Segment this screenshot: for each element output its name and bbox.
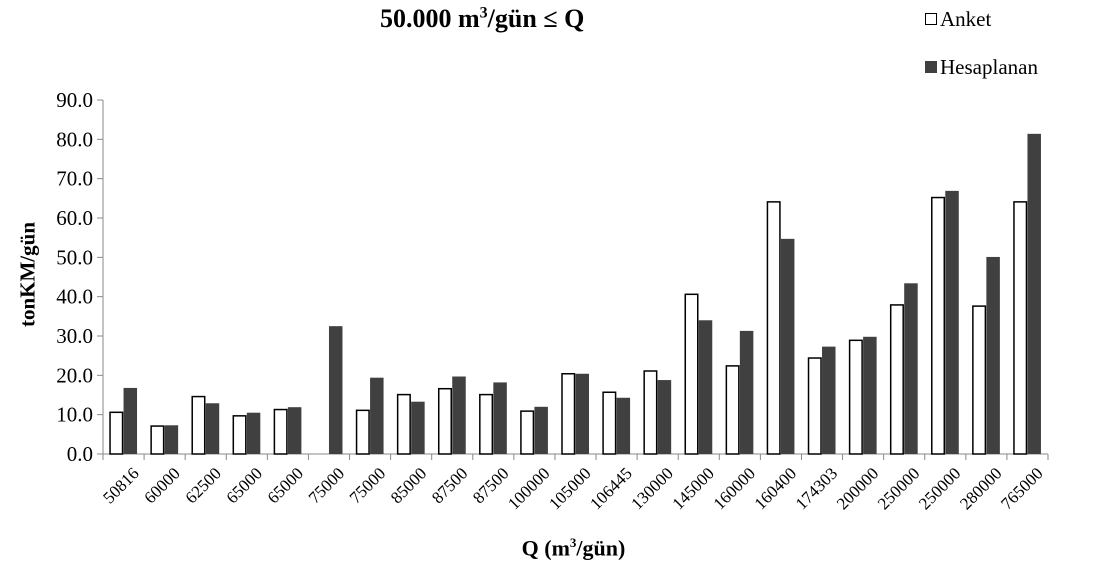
bar-hesaplanan xyxy=(698,320,713,454)
legend-swatch-hesaplanan xyxy=(925,61,937,73)
bar-hesaplanan xyxy=(945,190,959,455)
x-tick-label: 250000 xyxy=(915,464,964,513)
x-axis-label: Q (m3/gün) xyxy=(521,535,626,561)
x-tick-label: 106445 xyxy=(586,464,635,513)
bar-anket xyxy=(437,387,452,455)
bar-anket xyxy=(684,293,699,455)
y-tick-label: 70.0 xyxy=(56,167,93,191)
x-tick-label: 85000 xyxy=(387,464,430,507)
bar-anket xyxy=(109,411,124,455)
legend-item-anket: Anket xyxy=(925,6,1038,32)
bar-anket xyxy=(766,201,781,455)
bar-hesaplanan xyxy=(287,407,302,454)
bar-hesaplanan xyxy=(780,238,795,454)
bar-anket xyxy=(848,339,863,455)
x-tick-label: 75000 xyxy=(305,464,348,507)
bar-hesaplanan xyxy=(575,373,589,454)
y-tick-label: 0.0 xyxy=(67,442,93,466)
bar-anket xyxy=(479,393,494,455)
y-tick-label: 80.0 xyxy=(56,127,93,151)
bar-hesaplanan xyxy=(534,406,548,454)
bar-anket xyxy=(191,395,206,455)
x-tick-label: 62500 xyxy=(181,464,224,507)
bar-hesaplanan xyxy=(246,412,261,454)
bar-hesaplanan xyxy=(904,283,918,454)
x-tick-label: 75000 xyxy=(346,464,389,507)
chart-title: 50.000 m3/gün ≤ Q xyxy=(380,4,585,33)
x-tick-label: 160000 xyxy=(710,464,759,513)
bar-hesaplanan xyxy=(863,336,877,454)
bar-anket xyxy=(972,305,987,455)
bar-anket xyxy=(396,393,411,455)
legend-item-hesaplanan: Hesaplanan xyxy=(925,54,1038,80)
bar-hesaplanan xyxy=(986,256,1000,454)
bar-anket xyxy=(355,409,370,455)
x-tick-label: 200000 xyxy=(833,464,882,513)
legend-swatch-anket xyxy=(925,13,937,25)
bar-hesaplanan xyxy=(493,382,507,454)
y-tick-label: 40.0 xyxy=(56,285,93,309)
y-tick-label: 20.0 xyxy=(56,363,93,387)
y-tick-label: 60.0 xyxy=(56,206,93,230)
bar-anket xyxy=(931,196,946,455)
bar-anket xyxy=(807,357,822,455)
x-tick-label: 160400 xyxy=(751,464,800,513)
x-tick-label: 765000 xyxy=(997,464,1046,513)
y-tick-label: 30.0 xyxy=(56,324,93,348)
bar-hesaplanan xyxy=(370,377,384,454)
bar-hesaplanan xyxy=(164,425,179,454)
bar-hesaplanan xyxy=(657,380,672,454)
x-tick-label: 105000 xyxy=(545,464,594,513)
bar-hesaplanan xyxy=(205,403,220,454)
x-tick-label: 65000 xyxy=(264,464,307,507)
x-tick-label: 130000 xyxy=(627,464,676,513)
bar-anket xyxy=(602,391,617,455)
bar-hesaplanan xyxy=(328,326,343,454)
x-tick-label: 145000 xyxy=(669,464,718,513)
y-tick-label: 50.0 xyxy=(56,245,93,269)
x-tick-label: 65000 xyxy=(223,464,266,507)
x-tick-label: 250000 xyxy=(874,464,923,513)
x-tick-label: 280000 xyxy=(956,464,1005,513)
bar-hesaplanan xyxy=(411,401,425,454)
bar-anket xyxy=(520,410,535,455)
bar-hesaplanan xyxy=(1027,133,1041,454)
x-tick-label: 100000 xyxy=(504,464,553,513)
bar-anket xyxy=(561,373,576,455)
bar-hesaplanan xyxy=(452,376,466,454)
bar-anket xyxy=(725,365,740,455)
x-tick-label: 174303 xyxy=(792,464,841,513)
bar-hesaplanan xyxy=(739,330,754,454)
legend: Anket Hesaplanan xyxy=(925,6,1038,102)
bar-anket xyxy=(643,370,658,455)
legend-label-anket: Anket xyxy=(940,6,992,31)
bar-anket xyxy=(889,304,904,455)
bar-hesaplanan xyxy=(123,387,138,454)
y-tick-label: 90.0 xyxy=(56,88,93,112)
bar-anket xyxy=(150,425,165,455)
x-tick-label: 87500 xyxy=(428,464,471,507)
legend-label-hesaplanan: Hesaplanan xyxy=(940,54,1038,79)
bar-hesaplanan xyxy=(822,346,836,454)
x-tick-label: 60000 xyxy=(140,464,183,507)
x-tick-label: 50816 xyxy=(99,464,142,507)
bar-anket xyxy=(273,408,288,455)
bar-anket xyxy=(1013,201,1028,455)
bar-hesaplanan xyxy=(616,397,631,454)
y-tick-label: 10.0 xyxy=(56,403,93,427)
bar-anket xyxy=(232,415,247,455)
